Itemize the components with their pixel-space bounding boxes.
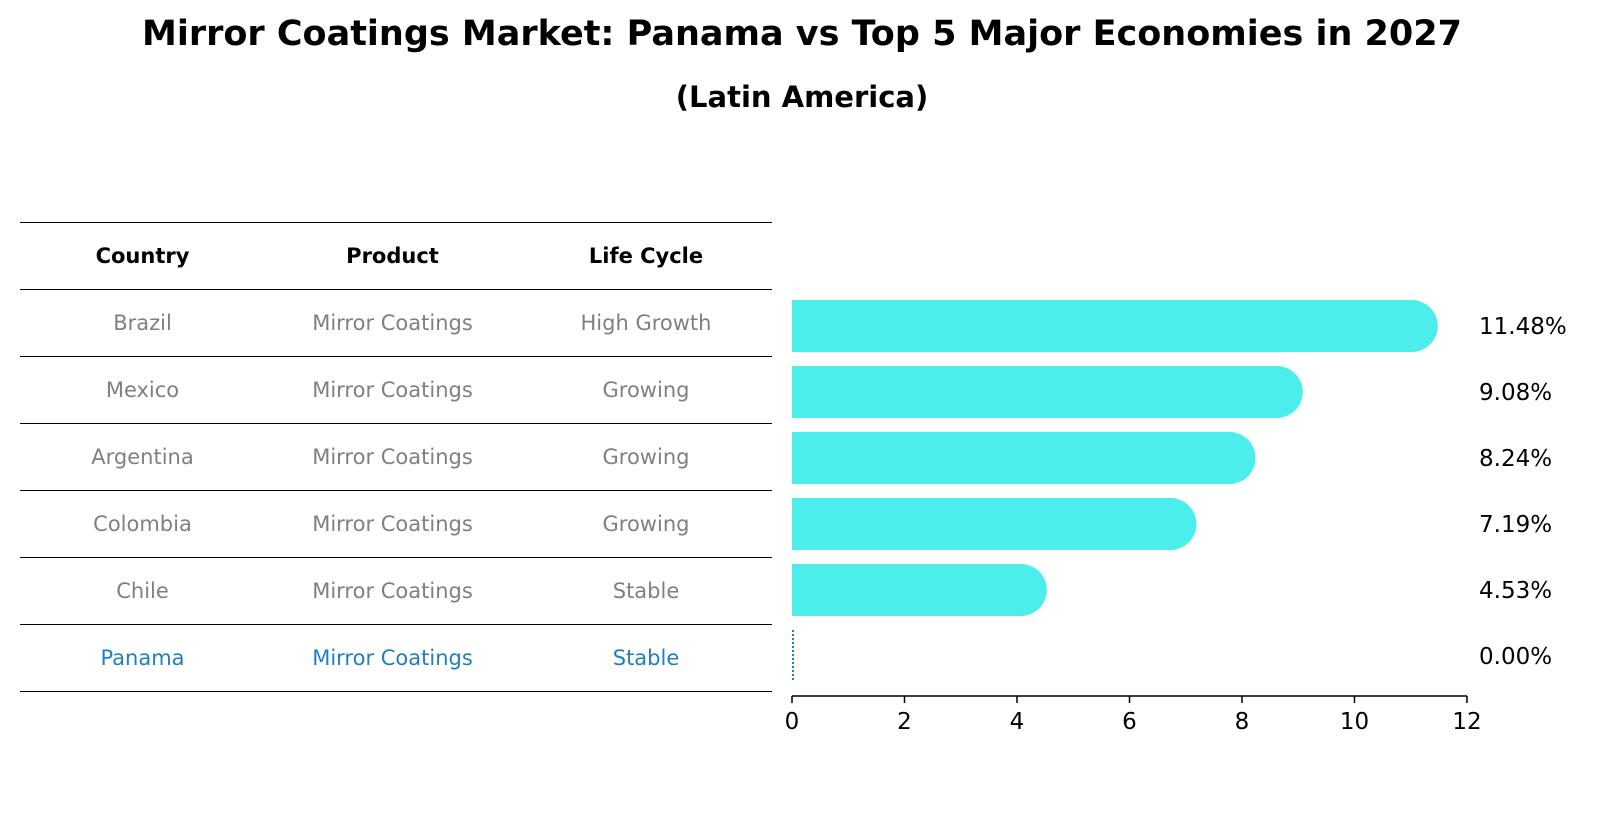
value-label-panama: 0.00%	[1479, 644, 1552, 670]
chart-subtitle: (Latin America)	[675, 80, 929, 114]
table-row-highlight: Panama Mirror Coatings Stable	[20, 625, 772, 692]
header-life-cycle: Life Cycle	[588, 244, 704, 268]
table-row: Chile Mirror Coatings Stable	[20, 558, 772, 625]
x-tick-label: 2	[897, 709, 912, 735]
life-cycle-cell: Growing	[602, 512, 690, 536]
x-tick-label: 6	[1122, 709, 1137, 735]
bar-argentina	[792, 432, 1256, 484]
x-tick-label: 8	[1235, 709, 1250, 735]
life-cycle-cell: High Growth	[580, 311, 712, 335]
chart-title: Mirror Coatings Market: Panama vs Top 5 …	[142, 14, 1462, 54]
table-header-row: Country Product Life Cycle	[20, 222, 772, 290]
bar-mexico	[792, 366, 1303, 418]
life-cycle-cell: Growing	[602, 445, 690, 469]
product-cell: Mirror Coatings	[312, 646, 473, 670]
product-cell: Mirror Coatings	[312, 512, 473, 536]
bar-chile	[792, 564, 1047, 616]
value-label-chile: 4.53%	[1479, 578, 1552, 604]
value-label-argentina: 8.24%	[1479, 446, 1552, 472]
table-row: Argentina Mirror Coatings Growing	[20, 424, 772, 491]
x-tick-label: 12	[1452, 709, 1481, 735]
product-cell: Mirror Coatings	[312, 378, 473, 402]
life-cycle-cell: Growing	[602, 378, 690, 402]
country-cell: Colombia	[93, 512, 192, 536]
comparison-table: Country Product Life Cycle Brazil Mirror…	[20, 222, 772, 692]
country-cell: Argentina	[91, 445, 194, 469]
bar-colombia	[792, 498, 1197, 550]
table-row: Brazil Mirror Coatings High Growth	[20, 290, 772, 357]
value-label-mexico: 9.08%	[1479, 380, 1552, 406]
value-label-brazil: 11.48%	[1479, 314, 1567, 340]
x-tick-label: 10	[1340, 709, 1369, 735]
x-tick-label: 4	[1010, 709, 1025, 735]
country-cell: Mexico	[105, 378, 180, 402]
bar-brazil	[792, 300, 1438, 352]
value-label-colombia: 7.19%	[1479, 512, 1552, 538]
life-cycle-cell: Stable	[612, 646, 680, 670]
country-cell: Panama	[100, 646, 185, 670]
header-product: Product	[346, 244, 439, 268]
product-cell: Mirror Coatings	[312, 311, 473, 335]
product-cell: Mirror Coatings	[312, 445, 473, 469]
country-cell: Brazil	[113, 311, 172, 335]
product-cell: Mirror Coatings	[312, 579, 473, 603]
table-row: Colombia Mirror Coatings Growing	[20, 491, 772, 558]
header-country: Country	[95, 244, 190, 268]
country-cell: Chile	[116, 579, 169, 603]
life-cycle-cell: Stable	[612, 579, 680, 603]
x-tick-label: 0	[785, 709, 800, 735]
table-row: Mexico Mirror Coatings Growing	[20, 357, 772, 424]
